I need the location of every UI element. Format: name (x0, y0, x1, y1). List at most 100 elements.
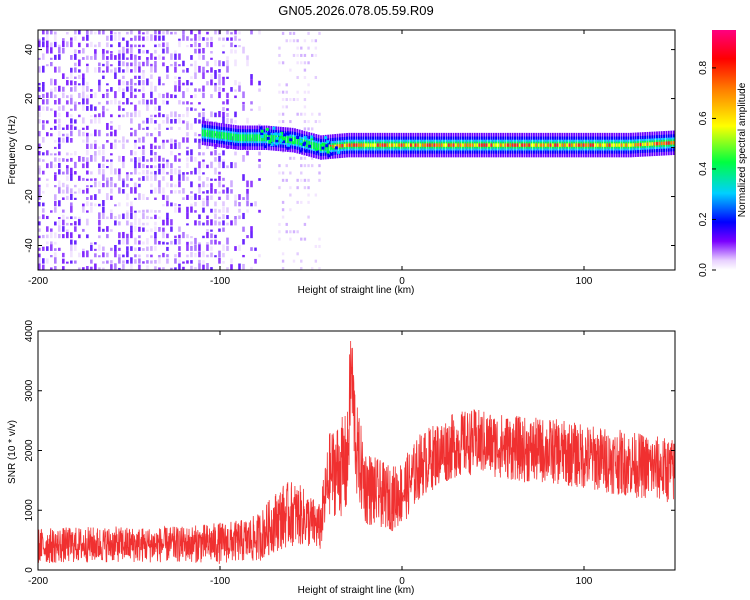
spectrogram-cell (162, 219, 165, 226)
spectrogram-cell (138, 55, 141, 60)
spectrogram-cell (150, 66, 153, 73)
spectrogram-cell (98, 129, 101, 137)
spectrogram-cell (154, 259, 157, 264)
spectrogram-cell (182, 137, 185, 143)
spectrogram-cell (126, 139, 129, 143)
spectrogram-cell (162, 48, 165, 54)
spectrogram-cell (234, 59, 237, 67)
spectrogram-cell (346, 143, 348, 147)
spectrogram-cell (98, 62, 101, 67)
spectrogram-cell (38, 118, 41, 124)
spectrogram-cell (214, 85, 217, 92)
spectrogram-cell (110, 264, 113, 270)
spectrogram-cell (249, 134, 251, 142)
spectrogram-cell (154, 165, 157, 169)
spectrogram-cell (122, 155, 125, 162)
spectrogram-cell (162, 176, 165, 181)
spectrogram-cell (174, 258, 177, 264)
spectrogram-y-tick-label: 0 (24, 144, 35, 150)
spectrogram-cell (162, 204, 165, 207)
spectrogram-cell (210, 195, 213, 200)
spectrogram-cell (158, 76, 161, 79)
spectrogram-cell (234, 35, 237, 41)
spectrogram-cell (410, 143, 412, 147)
spectrogram-cell (289, 171, 292, 175)
spectrogram-cell (218, 221, 221, 226)
spectrogram-cell (162, 139, 165, 143)
spectrogram-cell (146, 222, 149, 226)
spectrogram-cell (110, 209, 113, 213)
spectrogram-cell (220, 131, 223, 139)
spectrogram-cell (178, 234, 181, 239)
spectrogram-cell (58, 158, 61, 162)
spectrogram-cell (210, 183, 213, 188)
spectrogram-cell (323, 143, 327, 147)
spectrogram-cell (90, 259, 93, 264)
spectrogram-cell (38, 143, 41, 150)
spectrogram-cell (162, 56, 165, 60)
spectrogram-cell (575, 143, 578, 147)
spectrogram-cell (70, 124, 73, 130)
spectrogram-cell (218, 191, 221, 194)
spectrogram-cell (242, 239, 245, 245)
spectrogram-cell (275, 142, 279, 146)
spectrogram-cell (190, 241, 193, 245)
spectrogram-cell (38, 228, 41, 232)
spectrogram-cell (46, 46, 49, 54)
spectrogram-cell (138, 247, 141, 251)
spectrogram-cell (537, 143, 540, 147)
spectrogram-cell (154, 85, 157, 92)
spectrogram-cell (62, 133, 65, 137)
spectrogram-cell (222, 150, 225, 156)
spectrogram-cell (118, 100, 121, 105)
spectrogram-cell (142, 127, 145, 130)
spectrogram-cell (278, 230, 281, 234)
spectrogram-cell (102, 63, 105, 67)
spectrogram-cell (66, 165, 69, 169)
spectrogram-cell (42, 106, 45, 111)
spectrogram-cell (242, 197, 245, 200)
spectrogram-cell (281, 120, 285, 124)
spectrogram-cell (223, 132, 225, 140)
spectrogram-cell (50, 133, 53, 137)
spectrogram-cell (150, 53, 153, 60)
spectrogram-cell (321, 146, 325, 150)
spectrogram-cell (166, 159, 169, 162)
spectrogram-cell (178, 118, 181, 124)
spectrogram-cell (202, 161, 205, 169)
spectrogram-cell (186, 101, 189, 105)
spectrogram-cell (106, 122, 109, 130)
spectrogram-cell (74, 101, 77, 105)
spectrogram-cell (122, 80, 125, 86)
spectrogram-cell (122, 114, 125, 118)
spectrogram-cell (54, 119, 57, 124)
spectrogram-cell (178, 41, 181, 48)
spectrogram-cell (222, 227, 225, 232)
spectrogram-cell (50, 267, 53, 270)
spectrogram-cell (170, 138, 173, 143)
spectrogram-cell (250, 101, 253, 105)
spectrogram-cell (114, 67, 117, 73)
spectrogram-cell (194, 72, 197, 79)
spectrogram-cell (289, 120, 292, 124)
spectrogram-cell (58, 220, 61, 226)
spectrogram-cell (218, 196, 221, 200)
spectrogram-cell (296, 230, 299, 234)
spectrogram-cell (594, 143, 597, 147)
spectrogram-cell (130, 37, 133, 41)
spectrogram-cell (206, 164, 209, 169)
spectrogram-cell (234, 200, 237, 207)
spectrogram-cell (222, 252, 225, 258)
spectrogram-cell (206, 254, 209, 258)
spectrogram-cell (186, 212, 189, 220)
spectrogram-cell (426, 143, 429, 147)
spectrogram-cell (222, 76, 225, 79)
spectrogram-cell (78, 252, 81, 258)
spectrogram-cell (146, 260, 149, 264)
spectrogram-cell (86, 178, 89, 181)
spectrogram-cell (138, 48, 141, 54)
spectrogram-cell (186, 45, 189, 48)
spectrogram-cell (138, 146, 141, 150)
spectrogram-cell (58, 46, 61, 54)
spectrogram-cell (70, 232, 73, 239)
